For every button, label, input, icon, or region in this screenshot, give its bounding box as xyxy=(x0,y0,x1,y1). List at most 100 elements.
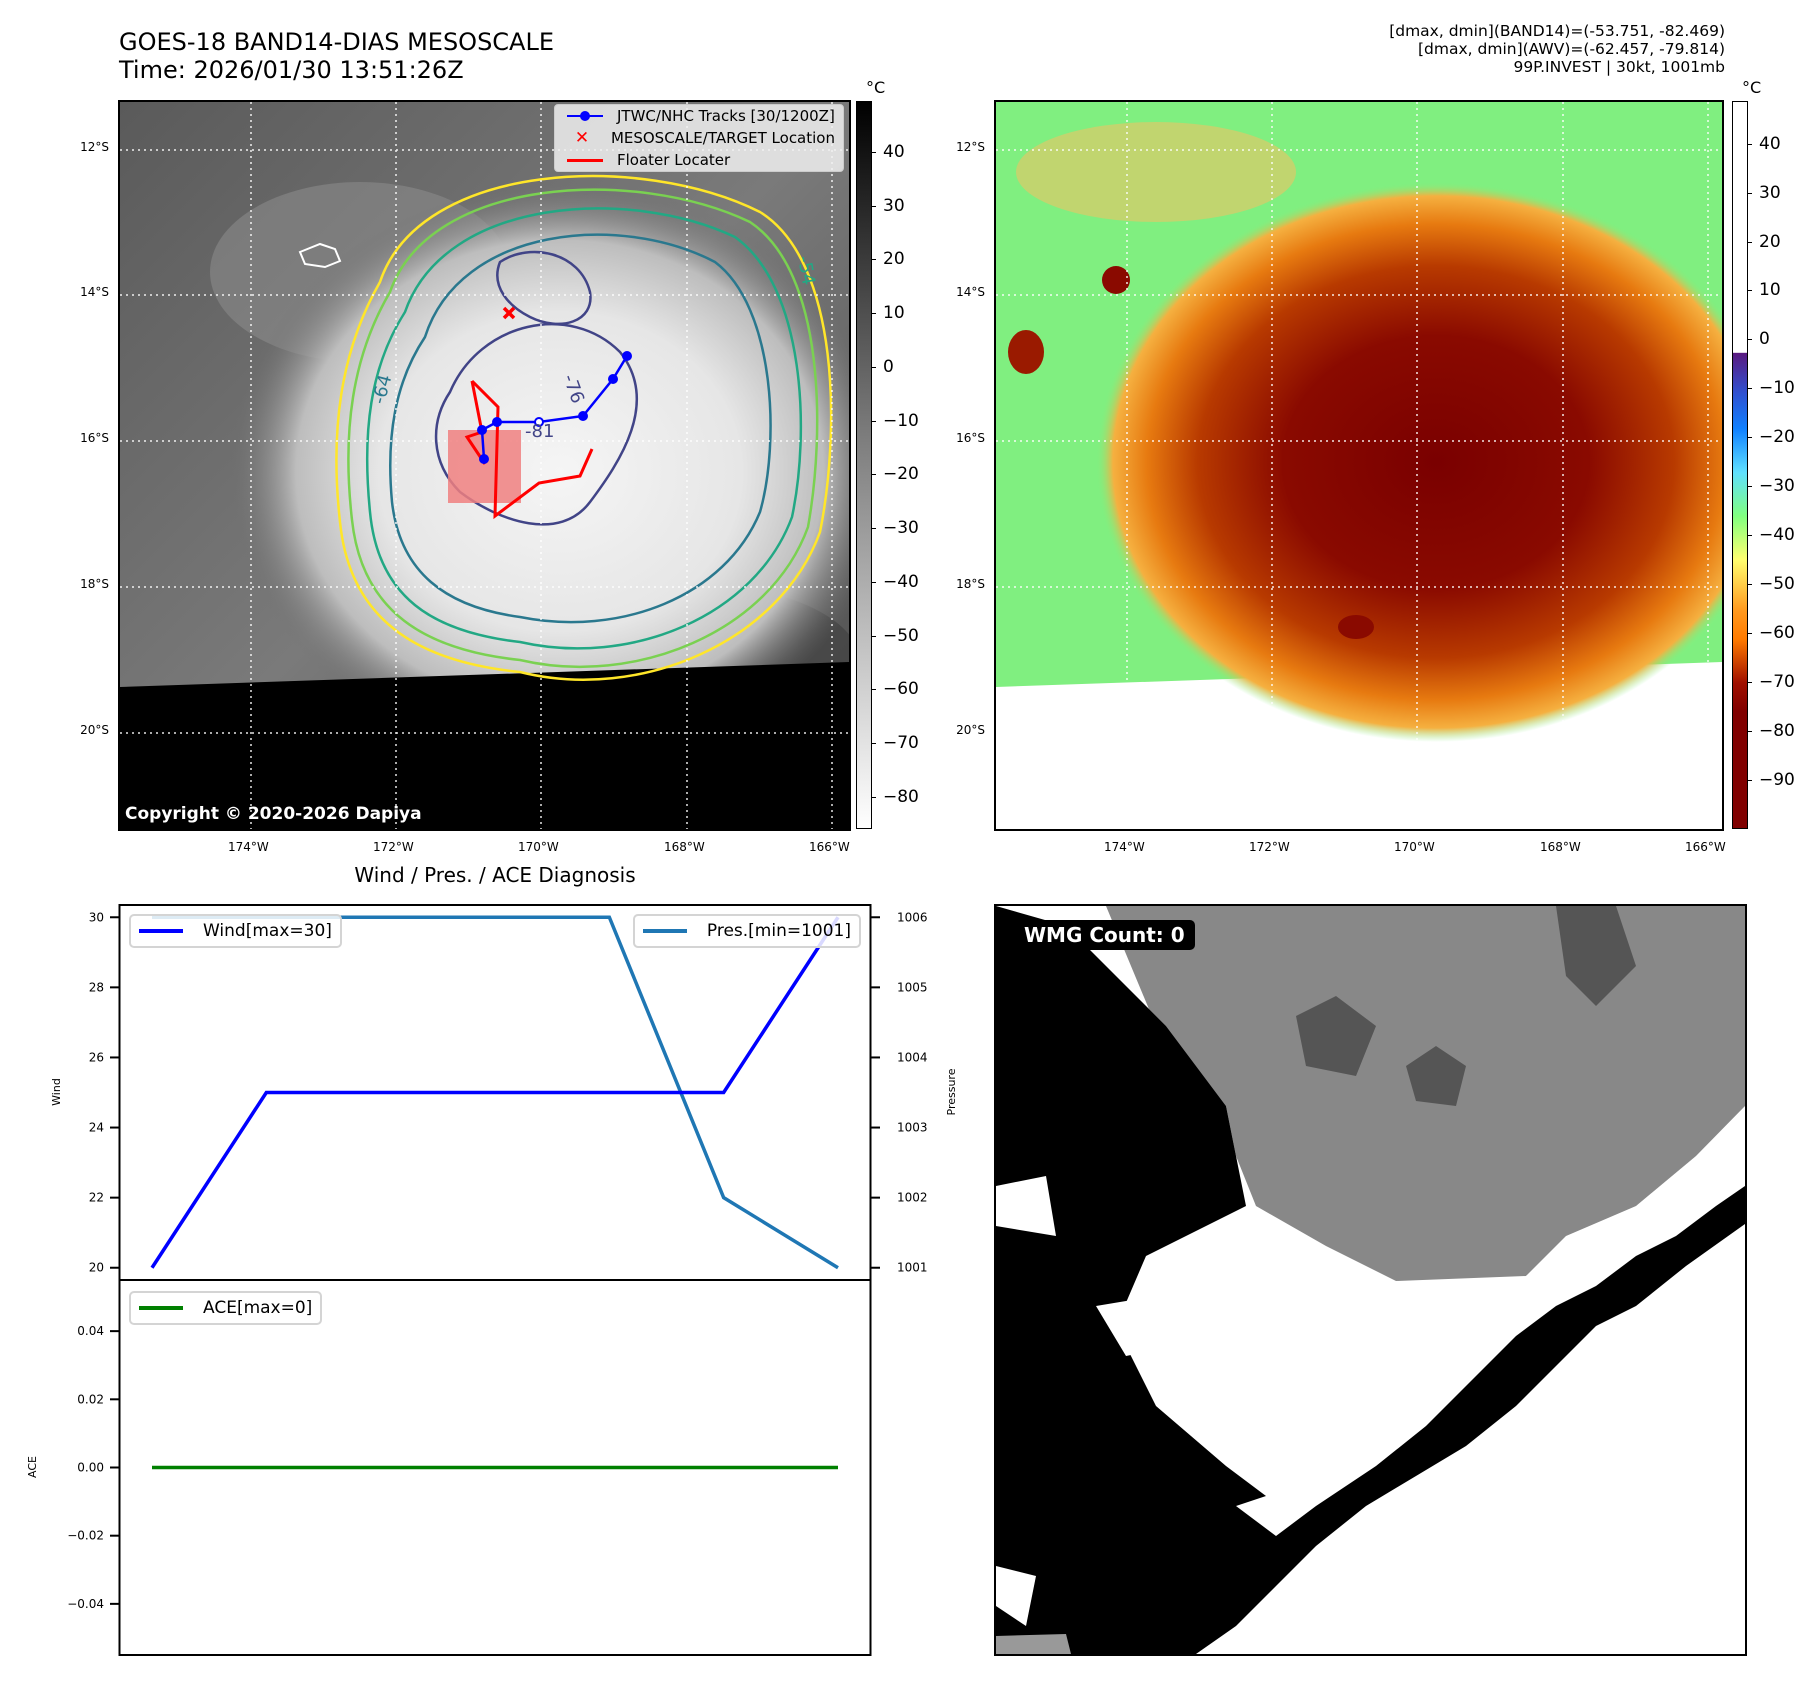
colorbar-tick-mark xyxy=(1747,486,1752,488)
awv-map-image xyxy=(996,102,1722,829)
colorbar-tick-label: −50 xyxy=(1759,574,1795,595)
lon-label: 168°W xyxy=(664,840,705,854)
colorbar-tick-mark xyxy=(1747,633,1752,635)
lat-label: 12°S xyxy=(956,140,985,154)
ace-tick-label: 0.04 xyxy=(77,1324,104,1338)
colorbar-tick-label: 30 xyxy=(883,195,905,216)
colorbar-tick-label: −90 xyxy=(1759,770,1795,791)
colorbar-tick-label: −10 xyxy=(1759,378,1795,399)
lat-label: 16°S xyxy=(956,431,985,445)
contour-yellow xyxy=(335,174,833,681)
lon-label: 170°W xyxy=(1394,840,1435,854)
wmg-white-patch xyxy=(996,1566,1036,1626)
pressure-tick-label: 1003 xyxy=(897,1121,928,1135)
colorbar-tick-mark xyxy=(871,152,876,154)
wmg-white-patch xyxy=(1256,1606,1745,1654)
legend-floater: Floater Locater xyxy=(555,149,843,171)
colorbar-tick-mark xyxy=(871,420,876,422)
pressure-tick-label: 1002 xyxy=(897,1191,928,1205)
lat-label: 12°S xyxy=(80,140,109,154)
lat-label: 20°S xyxy=(80,723,109,737)
pressure-tick-label: 1004 xyxy=(897,1050,928,1064)
pressure-legend: Pres.[min=1001] xyxy=(632,914,861,948)
band14-range: [dmax, dmin](BAND14)=(-53.751, -82.469) xyxy=(1389,22,1725,40)
colorbar1-unit: °C xyxy=(866,78,886,97)
wind-tick-label: 26 xyxy=(89,1050,104,1064)
colorbar-tick-mark xyxy=(1747,143,1752,145)
ace-tick-label: −0.04 xyxy=(67,1597,104,1611)
awv-map-panel xyxy=(994,100,1724,831)
track-points xyxy=(477,351,632,464)
colorbar-tick-label: 30 xyxy=(1759,182,1781,203)
colorbar-tick-label: −30 xyxy=(883,518,919,539)
diagnosis-chart: 20 22 24 26 28 30 1001 1002 1003 1004 1005 1006 0.04… xyxy=(26,904,958,1656)
colorbar-tick-mark xyxy=(1747,388,1752,390)
lat-label: 14°S xyxy=(956,285,985,299)
ir-map-image: -64 -76 -81 -54 xyxy=(120,102,849,829)
copyright: Copyright © 2020-2026 Dapiya xyxy=(125,804,422,824)
wind-tick-label: 30 xyxy=(89,910,104,924)
colorbar-tick-label: 20 xyxy=(883,249,905,270)
title-time: Time: 2026/01/30 13:51:26Z xyxy=(119,56,464,84)
colorbar-tick-mark xyxy=(871,743,876,745)
lon-label: 166°W xyxy=(1685,840,1726,854)
colorbar-tick-label: −40 xyxy=(1759,525,1795,546)
colorbar-tick-label: −30 xyxy=(1759,476,1795,497)
wmg-count-badge: WMG Count: 0 xyxy=(1014,920,1195,950)
map-legend: JTWC/NHC Tracks [30/1200Z] ✕ MESOSCALE/T… xyxy=(554,104,844,172)
colorbar1 xyxy=(856,101,872,829)
wmg-dark-region xyxy=(1556,906,1636,1006)
wmg-dark-region xyxy=(1296,996,1376,1076)
x-mark-icon: ✕ xyxy=(574,128,590,148)
colorbar-tick-mark xyxy=(871,205,876,207)
pressure-axis-label: Pressure xyxy=(945,1068,958,1115)
contour-label: -81 xyxy=(525,421,554,442)
lon-label: 168°W xyxy=(1540,840,1581,854)
colorbar-tick-mark xyxy=(871,635,876,637)
legend-tracks: JTWC/NHC Tracks [30/1200Z] xyxy=(555,105,843,127)
contour-blue xyxy=(389,233,772,624)
wind-axis-label: Wind xyxy=(50,1078,63,1106)
figure-title: GOES-18 BAND14-DIAS MESOSCALE Time: 2026… xyxy=(119,28,554,84)
colorbar-tick-label: −20 xyxy=(883,464,919,485)
colorbar-tick-label: 40 xyxy=(883,142,905,163)
wmg-dark-region xyxy=(1406,1046,1466,1106)
wmg-gray-patch xyxy=(996,1634,1071,1654)
lat-label: 18°S xyxy=(956,577,985,591)
ace-tick-label: 0.00 xyxy=(77,1461,104,1475)
colorbar-tick-mark xyxy=(1747,241,1752,243)
wind-legend: Wind[max=30] xyxy=(129,914,342,948)
colorbar-tick-label: −80 xyxy=(883,786,919,807)
colorbar-tick-label: −60 xyxy=(883,679,919,700)
lon-label: 174°W xyxy=(1104,840,1145,854)
lat-label: 16°S xyxy=(80,431,109,445)
pressure-legend-swatch xyxy=(642,929,687,933)
stats-info: [dmax, dmin](BAND14)=(-53.751, -82.469) … xyxy=(1389,22,1725,76)
colorbar-tick-label: −70 xyxy=(1759,672,1795,693)
cold-cloud-blob xyxy=(1338,615,1374,639)
ace-tick-label: −0.02 xyxy=(67,1529,104,1543)
colorbar-tick-mark xyxy=(1747,731,1752,733)
ace-legend-swatch xyxy=(139,1306,183,1310)
colorbar-tick-mark xyxy=(871,259,876,261)
colorbar-tick-label: −60 xyxy=(1759,623,1795,644)
wmg-panel: WMG Count: 0 xyxy=(994,904,1747,1656)
colorbar-tick-label: 10 xyxy=(883,303,905,324)
colorbar-tick-label: 0 xyxy=(883,356,894,377)
colorbar-tick-label: 10 xyxy=(1759,280,1781,301)
target-x-marker xyxy=(502,306,516,320)
colorbar-tick-label: 20 xyxy=(1759,231,1781,252)
colorbar-tick-mark xyxy=(1747,437,1752,439)
lon-label: 172°W xyxy=(1249,840,1290,854)
contour-navy-north xyxy=(496,250,592,326)
legend-target: ✕ MESOSCALE/TARGET Location xyxy=(555,127,843,149)
lon-label: 172°W xyxy=(373,840,414,854)
colorbar-tick-mark xyxy=(1747,535,1752,537)
colorbar-tick-mark xyxy=(871,581,876,583)
pressure-tick-label: 1006 xyxy=(897,910,928,924)
colorbar2-unit: °C xyxy=(1742,78,1762,97)
colorbar-tick-mark xyxy=(871,366,876,368)
wmg-black-region xyxy=(996,906,1745,1654)
colorbar-tick-label: 0 xyxy=(1759,329,1770,350)
ace-axis-label: ACE xyxy=(26,1456,39,1478)
